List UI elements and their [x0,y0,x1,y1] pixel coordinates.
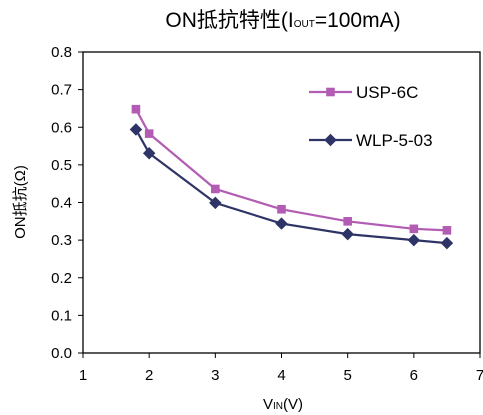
x-tick-label: 6 [410,367,418,384]
x-axis-label: VIN(V) [263,396,303,413]
legend-item: WLP-5-03 [309,131,433,150]
series-wlp-5-03 [129,123,454,250]
data-point [275,217,288,230]
data-point [277,204,286,214]
data-point [407,233,421,247]
x-tick-label: 4 [277,367,285,384]
x-tick-label: 1 [79,367,87,384]
legend: USP-6C WLP-5-03 [309,83,433,150]
data-point [144,129,154,138]
y-tick-label: 0.1 [51,307,72,324]
data-point [211,184,220,194]
y-axis-label: ON抵抗(Ω) [12,165,29,239]
legend-item: USP-6C [309,83,418,102]
x-axis-ticks: 1 2 3 4 5 6 7 [79,353,483,384]
y-tick-label: 0.5 [51,157,72,174]
data-point [442,226,452,235]
data-point [343,217,352,226]
y-tick-label: 0.3 [51,232,72,249]
x-tick-label: 7 [476,367,483,384]
x-tick-label: 5 [343,367,351,384]
chart-title: ON抵抗特性(IOUT=100mA) [165,9,400,32]
series-layer [129,104,454,250]
y-tick-label: 0.7 [51,82,72,99]
data-point [131,104,141,114]
y-tick-label: 0.0 [51,345,72,362]
x-tick-label: 3 [211,367,219,384]
data-point [440,236,454,250]
data-point [142,146,156,160]
y-axis-ticks: 0.0 0.1 0.2 0.3 0.4 0.5 0.6 0.7 0.8 [51,44,83,362]
plot-area [82,51,481,354]
y-tick-label: 0.8 [51,44,72,61]
series-usp-6c [131,104,452,235]
legend-marker [326,87,335,97]
data-point [409,224,419,234]
y-tick-label: 0.4 [51,195,72,212]
data-point [129,123,143,136]
legend-label: WLP-5-03 [356,131,433,150]
legend-label: USP-6C [356,83,418,102]
data-point [209,196,222,210]
x-tick-label: 2 [145,367,153,384]
y-tick-label: 0.6 [51,119,72,136]
legend-marker [324,133,337,147]
y-tick-label: 0.2 [51,270,72,287]
data-point [341,227,354,241]
